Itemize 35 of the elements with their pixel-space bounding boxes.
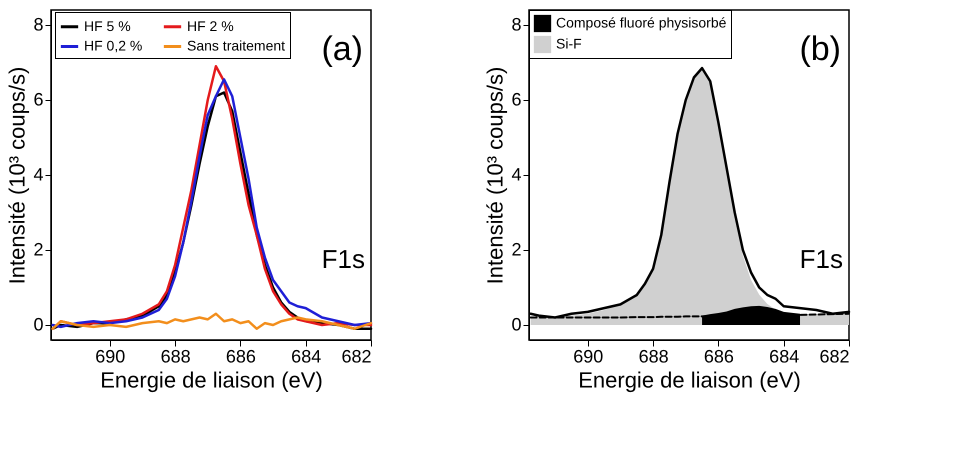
y-tick-label: 6 bbox=[511, 90, 522, 110]
x-tick-label: 686 bbox=[226, 346, 256, 366]
annotation: F1s bbox=[800, 244, 843, 274]
line-series bbox=[51, 312, 372, 330]
y-tick-label: 2 bbox=[33, 240, 44, 260]
annotation: (a) bbox=[321, 30, 363, 68]
x-tick-label: 684 bbox=[769, 346, 800, 366]
legend-label: HF 2 % bbox=[187, 18, 234, 34]
x-tick-label: 686 bbox=[704, 346, 734, 366]
legend-label: HF 0,2 % bbox=[84, 38, 142, 54]
x-tick-label: 688 bbox=[638, 346, 669, 366]
x-axis-title: Energie de liaison (eV) bbox=[100, 368, 323, 392]
annotation: (b) bbox=[799, 30, 841, 68]
legend-label: Sans traitement bbox=[187, 38, 286, 54]
legend-label: Composé fluoré physisorbé bbox=[556, 14, 727, 30]
y-tick-label: 2 bbox=[511, 240, 522, 260]
y-tick-label: 0 bbox=[511, 314, 522, 334]
x-tick-label: 688 bbox=[160, 346, 191, 366]
y-tick-label: 8 bbox=[33, 14, 44, 34]
legend-label: HF 5 % bbox=[84, 18, 131, 34]
legend-label: Si-F bbox=[556, 36, 582, 52]
y-tick-label: 8 bbox=[511, 14, 522, 34]
x-tick-label: 682 bbox=[341, 346, 372, 366]
y-tick-label: 6 bbox=[33, 90, 44, 110]
y-axis-title: Intensité (10³ coups/s) bbox=[4, 66, 30, 284]
y-tick-label: 4 bbox=[33, 164, 44, 184]
x-tick-label: 690 bbox=[573, 346, 604, 366]
y-axis-title: Intensité (10³ coups/s) bbox=[482, 66, 508, 284]
y-tick-label: 0 bbox=[33, 314, 44, 334]
x-tick-label: 682 bbox=[819, 346, 850, 366]
y-tick-label: 4 bbox=[511, 164, 522, 184]
x-tick-label: 684 bbox=[291, 346, 322, 366]
annotation: F1s bbox=[322, 244, 365, 274]
x-tick-label: 690 bbox=[95, 346, 126, 366]
x-axis-title: Energie de liaison (eV) bbox=[578, 368, 801, 392]
